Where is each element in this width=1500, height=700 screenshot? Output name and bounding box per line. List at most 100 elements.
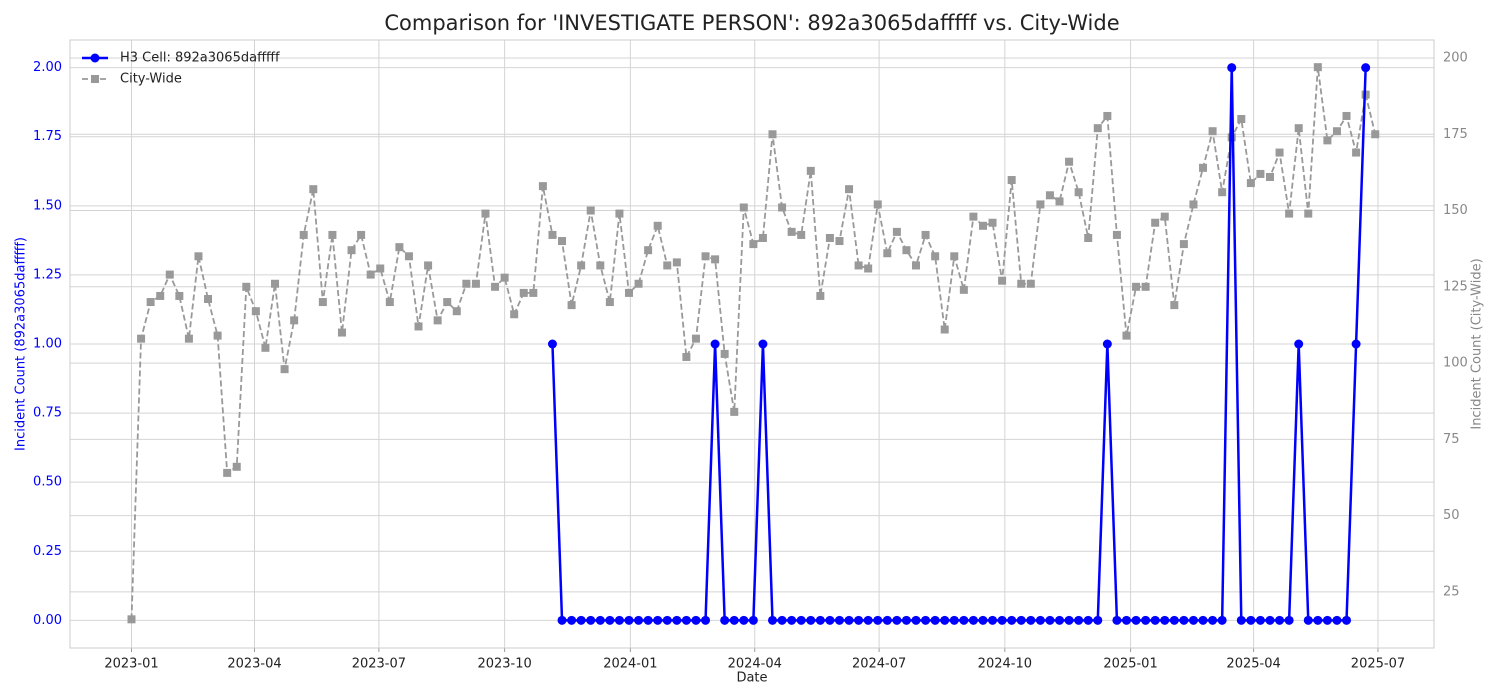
point [1007, 615, 1017, 625]
point [720, 615, 730, 625]
x-tick-label: 2023-07 [352, 657, 406, 672]
point [701, 252, 710, 261]
y-tick-label: 0.00 [33, 613, 62, 628]
legend: H3 Cell: 892a3065dafffff City-Wide [82, 51, 280, 87]
point [299, 230, 308, 239]
point [1093, 615, 1103, 625]
point [404, 252, 413, 261]
y-tick-label: 1.50 [33, 198, 62, 213]
point [921, 230, 930, 239]
point [1342, 111, 1351, 120]
point [586, 615, 596, 625]
point [777, 615, 787, 625]
point [1102, 339, 1112, 349]
x-tick-label: 2024-07 [852, 657, 906, 672]
point [596, 261, 605, 270]
point [911, 615, 921, 625]
point [978, 615, 988, 625]
chart-title: Comparison for 'INVESTIGATE PERSON': 892… [384, 11, 1119, 35]
point [739, 615, 749, 625]
point [1236, 615, 1246, 625]
point [1246, 615, 1256, 625]
point [1036, 200, 1045, 209]
point [797, 230, 806, 239]
point [825, 615, 835, 625]
point [672, 258, 681, 267]
point [424, 261, 433, 270]
point [576, 615, 586, 625]
point [662, 615, 672, 625]
point [854, 615, 864, 625]
point [959, 615, 969, 625]
point [232, 462, 241, 471]
point [376, 264, 385, 273]
y-tick-label: 1.25 [33, 267, 62, 282]
point [864, 264, 873, 273]
point [366, 270, 375, 279]
point [548, 230, 557, 239]
point [146, 298, 155, 307]
point [605, 298, 614, 307]
point [711, 255, 720, 264]
point [681, 615, 691, 625]
point [1255, 615, 1265, 625]
y2-tick-label: 50 [1443, 508, 1460, 523]
point [854, 261, 863, 270]
point [1074, 188, 1083, 197]
point [395, 243, 404, 252]
point [1246, 179, 1255, 188]
point [834, 615, 844, 625]
point [663, 261, 672, 270]
point [1103, 111, 1112, 120]
point [1351, 339, 1361, 349]
x-tick-label: 2023-10 [477, 657, 531, 672]
point [127, 615, 136, 624]
x-tick-label: 2024-01 [603, 657, 657, 672]
point [1035, 615, 1045, 625]
point [644, 246, 653, 255]
point [1055, 197, 1064, 206]
point [796, 615, 806, 625]
point [1313, 63, 1322, 72]
x-tick-label: 2025-01 [1103, 657, 1157, 672]
point [634, 615, 644, 625]
point [1065, 157, 1074, 166]
x-tick-label: 2025-04 [1226, 657, 1280, 672]
point [510, 310, 519, 319]
point [873, 200, 882, 209]
point [1285, 209, 1294, 218]
point [1017, 279, 1026, 288]
legend-label: H3 Cell: 892a3065dafffff [120, 51, 280, 66]
y-tick-label: 0.75 [33, 406, 62, 421]
point [1284, 615, 1294, 625]
point [1265, 172, 1274, 181]
point [1371, 130, 1380, 139]
point [1179, 615, 1189, 625]
point [1131, 615, 1141, 625]
y-tick-label: 0.25 [33, 544, 62, 559]
point [902, 246, 911, 255]
point [873, 615, 883, 625]
point [1294, 339, 1304, 349]
point [500, 273, 509, 282]
point [1169, 615, 1179, 625]
point [443, 298, 452, 307]
point [357, 230, 366, 239]
point [271, 279, 280, 288]
point [1112, 230, 1121, 239]
point [615, 209, 624, 218]
point [204, 295, 213, 304]
point [701, 615, 711, 625]
point [844, 615, 854, 625]
point [1160, 615, 1170, 625]
y-tick-label: 2.00 [33, 60, 62, 75]
point [156, 291, 165, 300]
point [558, 237, 567, 246]
point [778, 203, 787, 212]
point [481, 209, 490, 218]
point [137, 334, 146, 343]
point [1304, 209, 1313, 218]
point [624, 615, 634, 625]
